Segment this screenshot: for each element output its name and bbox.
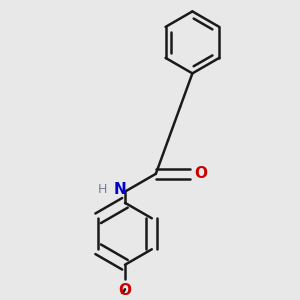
Text: O: O: [118, 283, 131, 298]
Text: O: O: [195, 166, 208, 181]
Text: N: N: [114, 182, 127, 197]
Text: H: H: [98, 182, 107, 196]
